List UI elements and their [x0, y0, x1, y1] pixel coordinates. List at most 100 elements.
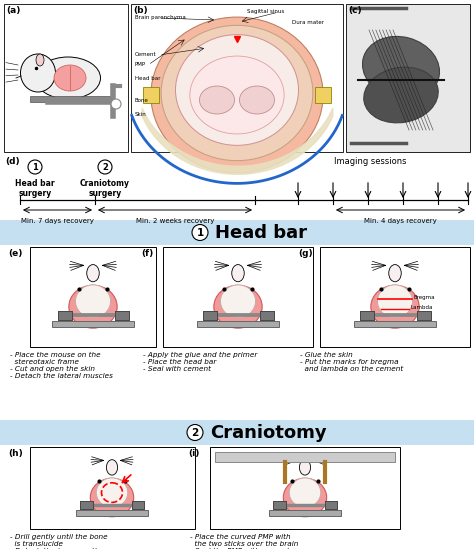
Text: Imaging sessions: Imaging sessions — [334, 157, 406, 166]
Text: PMP: PMP — [135, 63, 146, 68]
Circle shape — [111, 99, 121, 109]
Text: Min. 2 weeks recovery: Min. 2 weeks recovery — [136, 218, 214, 224]
Text: Lambda: Lambda — [410, 305, 433, 310]
Text: (f): (f) — [141, 249, 153, 258]
Bar — [360, 311, 374, 320]
Text: Sagittal sinus: Sagittal sinus — [247, 9, 284, 14]
Bar — [273, 501, 286, 509]
Ellipse shape — [75, 285, 110, 318]
Circle shape — [187, 424, 203, 440]
Ellipse shape — [289, 478, 321, 507]
Text: Craniotomy
surgery: Craniotomy surgery — [80, 179, 130, 198]
Bar — [273, 501, 286, 509]
Bar — [131, 4, 343, 152]
Ellipse shape — [239, 86, 274, 114]
Bar — [198, 321, 279, 327]
Bar — [132, 501, 144, 509]
Text: - Place the curved PMP with
  the two sticks over the brain
- Seal the PMP with : - Place the curved PMP with the two stic… — [190, 534, 298, 549]
Bar — [260, 311, 274, 320]
Ellipse shape — [232, 265, 244, 282]
Circle shape — [192, 225, 208, 240]
Text: Head bar
surgery: Head bar surgery — [15, 179, 55, 198]
Bar — [58, 311, 72, 320]
Bar — [132, 501, 144, 509]
Text: - Place the mouse on the
  stereotaxic frame
- Cut and open the skin
- Detach th: - Place the mouse on the stereotaxic fra… — [10, 352, 113, 379]
Text: 2: 2 — [191, 428, 199, 438]
Ellipse shape — [106, 460, 118, 475]
Ellipse shape — [283, 478, 327, 517]
Ellipse shape — [200, 86, 235, 114]
Text: Min. 7 days recovery: Min. 7 days recovery — [21, 218, 94, 224]
Bar — [260, 311, 274, 320]
Bar — [30, 247, 156, 347]
Bar — [320, 247, 470, 347]
Bar — [360, 311, 374, 320]
Text: - Glue the skin
- Put the marks for bregma
  and lambda on the cement: - Glue the skin - Put the marks for breg… — [300, 352, 403, 372]
Ellipse shape — [175, 35, 299, 145]
Bar — [355, 321, 436, 327]
Text: (e): (e) — [8, 249, 22, 258]
Text: 1: 1 — [196, 227, 204, 238]
Ellipse shape — [363, 36, 439, 99]
Ellipse shape — [161, 25, 313, 161]
Bar — [143, 87, 159, 103]
Ellipse shape — [87, 265, 99, 282]
Text: Cement: Cement — [135, 53, 156, 58]
Bar — [417, 311, 431, 320]
Ellipse shape — [220, 285, 255, 318]
Bar — [325, 501, 337, 509]
Text: (g): (g) — [298, 249, 313, 258]
Bar — [115, 311, 129, 320]
Text: Craniotomy: Craniotomy — [210, 423, 327, 441]
Bar — [30, 96, 110, 102]
Text: Skin: Skin — [135, 113, 147, 117]
Ellipse shape — [300, 460, 310, 475]
Text: - Apply the glue and the primer
- Place the head bar
- Seal with cement: - Apply the glue and the primer - Place … — [143, 352, 257, 372]
Ellipse shape — [91, 478, 134, 517]
Bar — [210, 447, 400, 529]
Ellipse shape — [20, 54, 55, 92]
Bar — [203, 311, 217, 320]
Bar — [4, 4, 128, 152]
Bar — [0, 220, 474, 245]
Text: Dura mater: Dura mater — [292, 20, 324, 25]
Bar — [315, 87, 331, 103]
Text: 1: 1 — [32, 163, 38, 171]
Bar — [269, 510, 341, 516]
Text: - Drill gently until the bone
  is translucide
- Detach the bone gently
  with f: - Drill gently until the bone is translu… — [10, 534, 108, 549]
Bar — [203, 311, 217, 320]
Ellipse shape — [214, 285, 262, 328]
Ellipse shape — [69, 285, 117, 328]
Bar — [58, 311, 72, 320]
Circle shape — [28, 160, 42, 174]
Text: (a): (a) — [6, 6, 20, 15]
Bar — [417, 311, 431, 320]
Bar — [325, 501, 337, 509]
Bar — [215, 452, 395, 462]
Text: Min. 4 days recovery: Min. 4 days recovery — [364, 218, 437, 224]
Ellipse shape — [389, 265, 401, 282]
Text: (b): (b) — [133, 6, 147, 15]
Text: Head bar: Head bar — [135, 76, 161, 81]
Text: Bone: Bone — [135, 98, 149, 103]
Bar — [115, 311, 129, 320]
Bar — [346, 4, 470, 152]
Bar — [30, 447, 195, 529]
Ellipse shape — [96, 478, 128, 507]
Ellipse shape — [190, 56, 284, 134]
Text: Head bar: Head bar — [215, 223, 307, 242]
Ellipse shape — [54, 65, 86, 91]
Text: (h): (h) — [8, 449, 23, 458]
Circle shape — [98, 160, 112, 174]
Ellipse shape — [371, 285, 419, 328]
Text: (d): (d) — [5, 157, 19, 166]
Bar — [53, 321, 134, 327]
Ellipse shape — [377, 285, 412, 318]
Bar — [0, 420, 474, 445]
Bar — [81, 501, 93, 509]
Text: 2: 2 — [102, 163, 108, 171]
Bar — [81, 501, 93, 509]
Text: Bregma: Bregma — [414, 295, 435, 300]
Ellipse shape — [364, 67, 438, 123]
Text: (i): (i) — [188, 449, 200, 458]
